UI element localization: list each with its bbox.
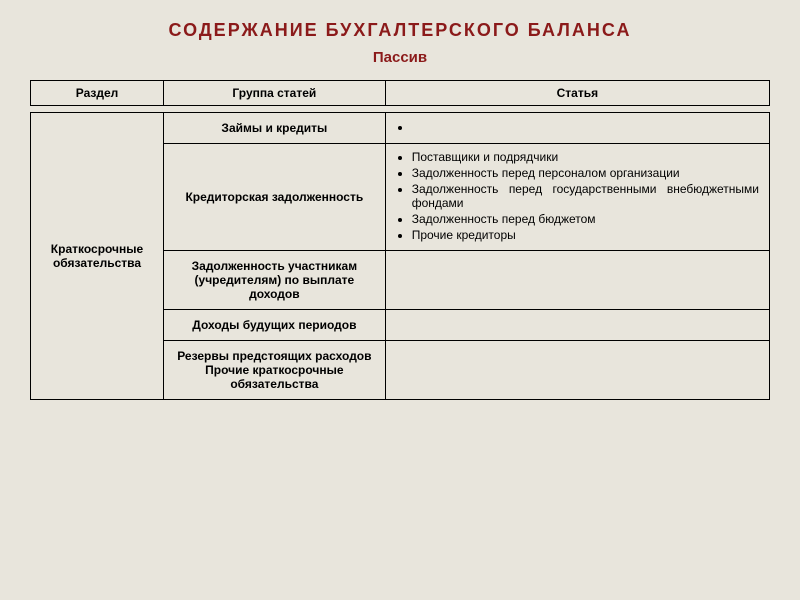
article-cell-4 xyxy=(385,341,769,400)
section-cell: Краткосрочные обязательства xyxy=(31,113,164,400)
page-subtitle: Пассив xyxy=(30,49,770,66)
page-title: СОДЕРЖАНИЕ БУХГАЛТЕРСКОГО БАЛАНСА xyxy=(30,20,770,41)
header-article: Статья xyxy=(385,81,769,106)
article-cell-3 xyxy=(385,310,769,341)
group-cell: Доходы будущих периодов xyxy=(164,310,386,341)
article-cell-2 xyxy=(385,251,769,310)
header-table: Раздел Группа статей Статья xyxy=(30,80,770,106)
table-row: Краткосрочные обязательства Займы и кред… xyxy=(31,113,770,144)
body-table: Краткосрочные обязательства Займы и кред… xyxy=(30,112,770,400)
group-cell: Кредиторская задолженность xyxy=(164,144,386,251)
page-container: СОДЕРЖАНИЕ БУХГАЛТЕРСКОГО БАЛАНСА Пассив… xyxy=(0,0,800,600)
article-item: Задолженность перед государственными вне… xyxy=(412,182,759,212)
header-section: Раздел xyxy=(31,81,164,106)
article-item: Поставщики и подрядчики xyxy=(412,150,759,166)
group-cell: Займы и кредиты xyxy=(164,113,386,144)
article-cell-0 xyxy=(385,113,769,144)
article-item: Задолженность перед персоналом организац… xyxy=(412,166,759,182)
group-cell: Задолженность участникам (учредителям) п… xyxy=(164,251,386,310)
header-row: Раздел Группа статей Статья xyxy=(31,81,770,106)
article-item: Задолженность перед бюджетом xyxy=(412,212,759,228)
header-group: Группа статей xyxy=(164,81,386,106)
group-cell: Резервы предстоящих расходовПрочие кратк… xyxy=(164,341,386,400)
article-cell-1: Поставщики и подрядчики Задолженность пе… xyxy=(385,144,769,251)
article-item: Прочие кредиторы xyxy=(412,228,759,244)
